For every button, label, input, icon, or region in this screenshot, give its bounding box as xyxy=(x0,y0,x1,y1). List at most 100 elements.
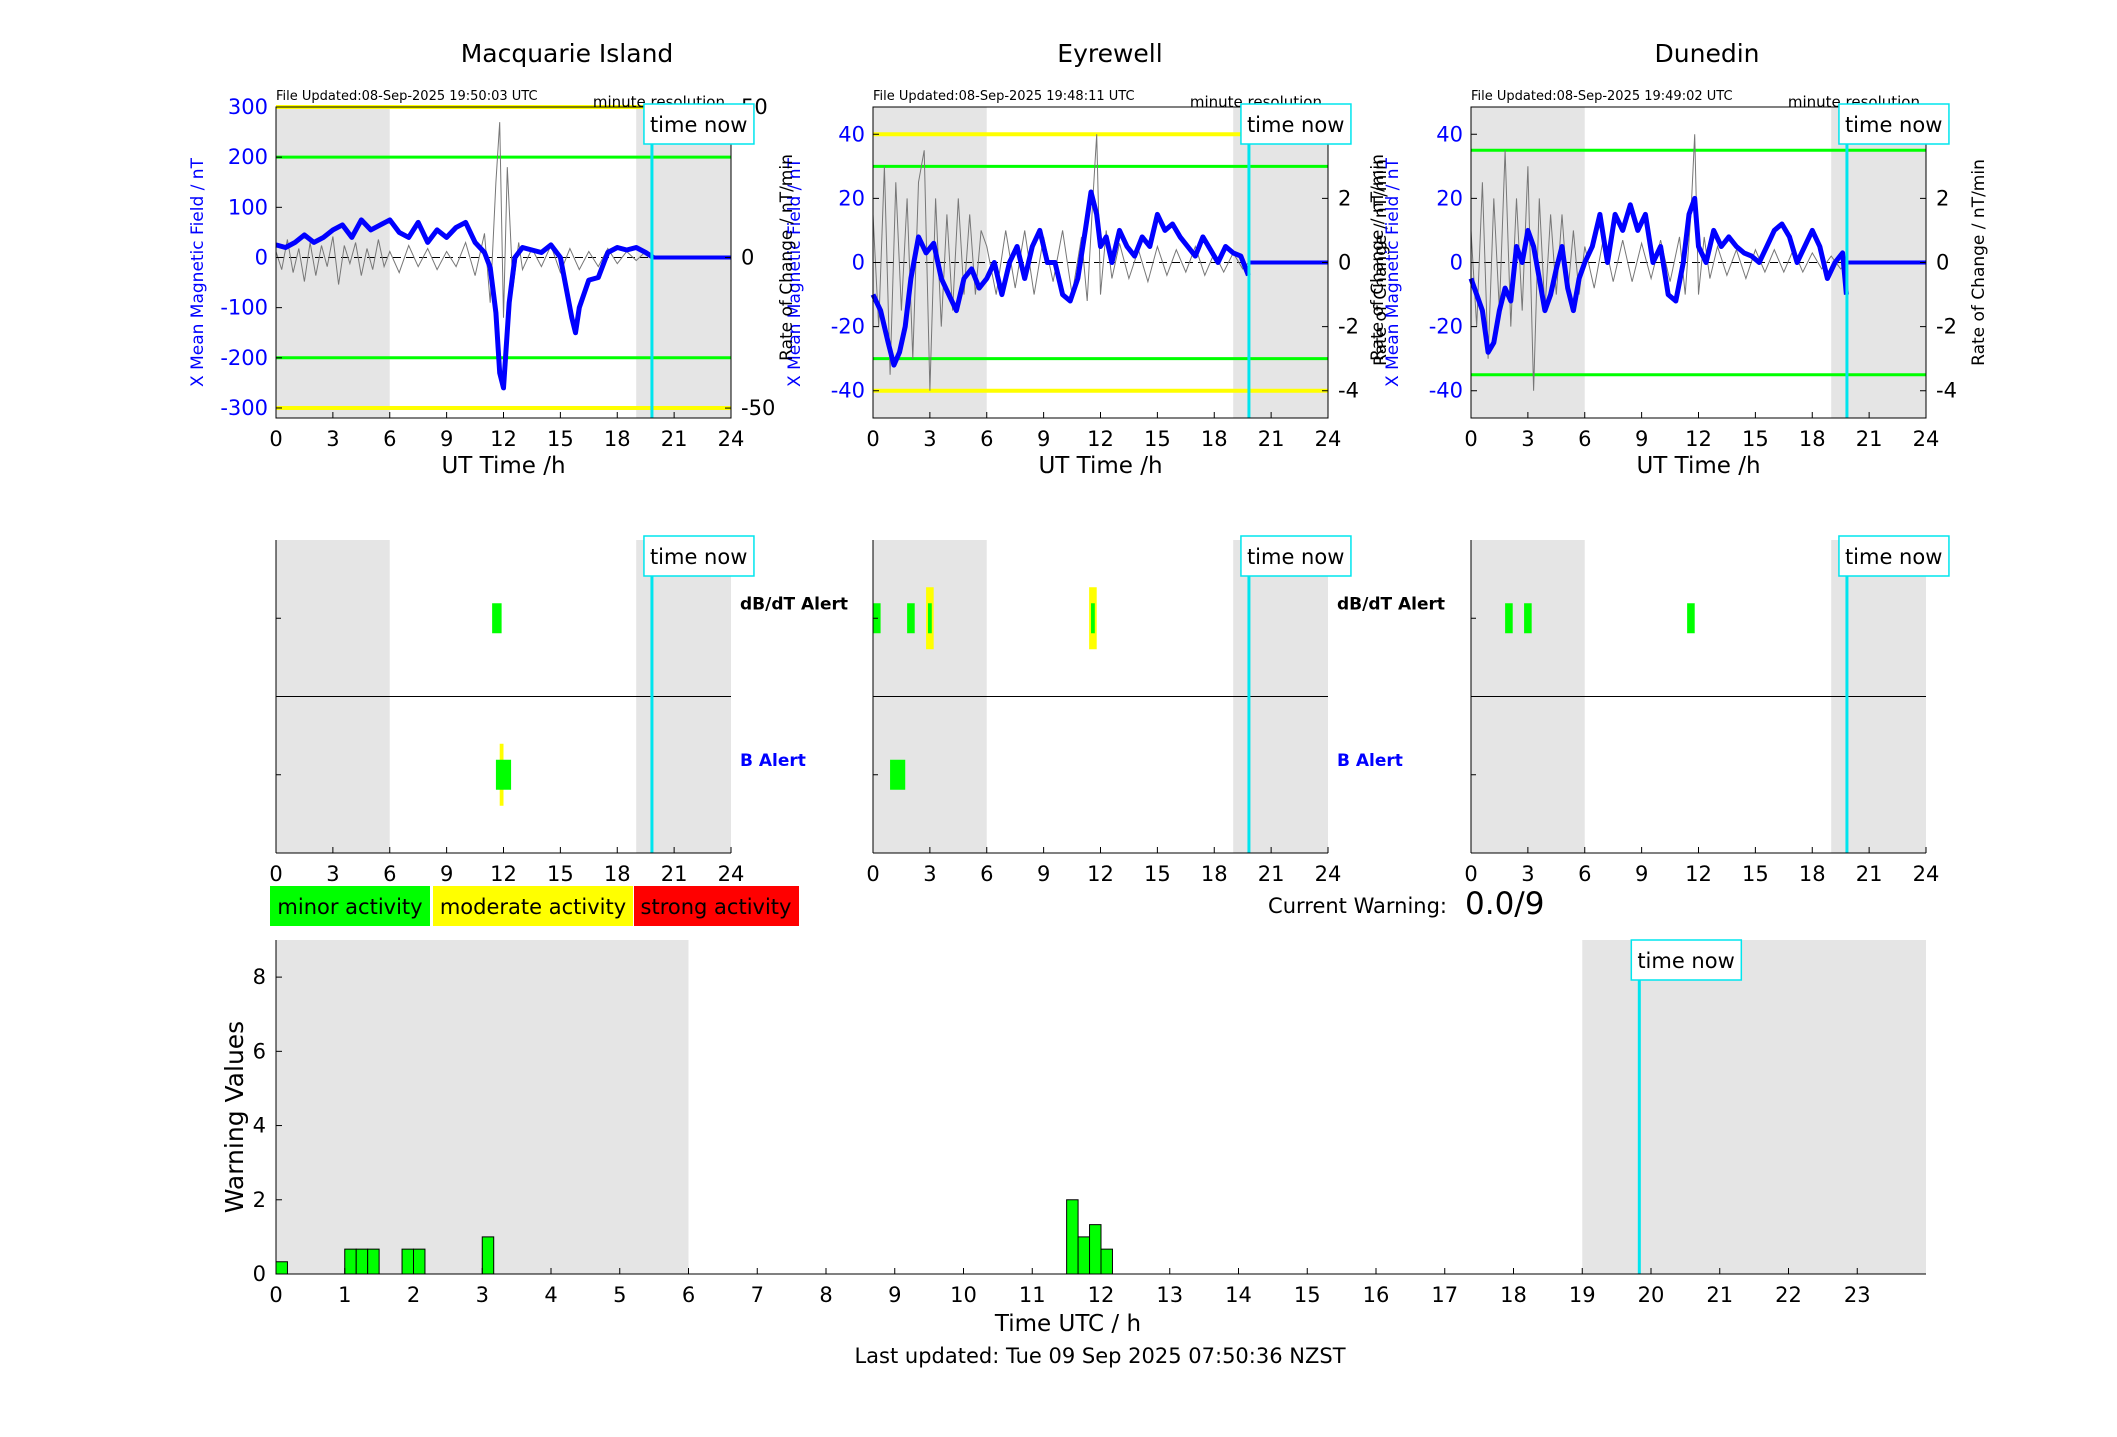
x-tick-label: 9 xyxy=(888,1283,901,1307)
current-warning-label: Current Warning: xyxy=(1268,894,1447,918)
x-tick-label: 18 xyxy=(1201,427,1228,451)
alert-plot-3: 0 3 6 9 12 15 18 21 24 time now xyxy=(1464,535,1950,886)
x-tick-label: 10 xyxy=(950,1283,977,1307)
x-tick-label: 9 xyxy=(440,427,453,451)
x-tick-label: 18 xyxy=(604,427,631,451)
y2-tick-label: 0 xyxy=(1338,251,1351,275)
y2-tick-label: -4 xyxy=(1338,379,1359,403)
x-tick-label: 6 xyxy=(383,427,396,451)
legend-moderate-swatch xyxy=(433,886,633,926)
x-tick-label: 6 xyxy=(682,1283,695,1307)
y-tick-label: 20 xyxy=(1436,186,1463,210)
field-plot-1: Macquarie Island 0 3 6 9 12 15 18 21 24 UT Time /h… xyxy=(188,39,775,479)
alert-plot-2: 0 3 6 9 12 15 18 21 24 dB/dT Alert B Alert time now xyxy=(866,535,1445,886)
y-axis-label: Warning Values xyxy=(220,1021,249,1213)
warning-bar xyxy=(344,1248,357,1275)
time-now-label: time now xyxy=(1247,113,1344,137)
time-now-box xyxy=(1838,103,1950,145)
x-tick-label: 21 xyxy=(1706,1283,1733,1307)
field-series-1 xyxy=(870,189,1251,368)
current-warning: Current Warning: 0.0/9 xyxy=(1268,886,1544,922)
y-tick-label: -20 xyxy=(1429,315,1463,339)
warning-values-plot: 0 1 2 3 4 5 6 7 8 9 10 11 12 13 14 15 16 17 18 19 20 21 22 23Ti… xyxy=(220,939,1926,1337)
footer-last-updated: Last updated: Tue 09 Sep 2025 07:50:36 N… xyxy=(854,1344,1345,1368)
x-tick-label: 2 xyxy=(407,1283,420,1307)
x-tick-label: 16 xyxy=(1363,1283,1390,1307)
x-tick-label: 15 xyxy=(547,427,574,451)
x-tick-label: 13 xyxy=(1156,1283,1183,1307)
alert-mark-minor xyxy=(927,603,932,634)
x-tick-label: 24 xyxy=(1913,427,1940,451)
x-tick-label: 4 xyxy=(544,1283,557,1307)
y-tick-label: 0 xyxy=(255,245,268,269)
x-tick-label: 6 xyxy=(1578,427,1591,451)
y-tick-label: 4 xyxy=(253,1114,266,1138)
alert-mark-minor xyxy=(1091,603,1095,634)
y2-tick-label: 0 xyxy=(741,246,754,270)
time-now-box xyxy=(1240,535,1352,577)
alert-mark-minor xyxy=(1687,603,1695,634)
x-tick-label: 18 xyxy=(1201,862,1228,886)
station-title: Macquarie Island xyxy=(461,39,674,68)
x-tick-label: 18 xyxy=(604,862,631,886)
x-tick-label: 3 xyxy=(326,427,339,451)
x-tick-label: 15 xyxy=(1144,427,1171,451)
y-axis-label: X Mean Magnetic Field / nT xyxy=(785,157,805,387)
file-updated-text: File Updated:08-Sep-2025 19:48:11 UTC xyxy=(873,89,1135,104)
field-series-1 xyxy=(1468,195,1849,355)
x-tick-label: 12 xyxy=(1685,862,1712,886)
warning-bar xyxy=(481,1236,495,1275)
alert-mark-minor xyxy=(1505,603,1513,634)
x-tick-label: 8 xyxy=(819,1283,832,1307)
x-tick-label: 18 xyxy=(1500,1283,1527,1307)
x-tick-label: 12 xyxy=(1685,427,1712,451)
current-warning-value: 0.0/9 xyxy=(1465,886,1544,922)
x-tick-label: 0 xyxy=(1464,862,1477,886)
x-tick-label: 24 xyxy=(1315,427,1342,451)
b-alert-label: B Alert xyxy=(1337,751,1403,771)
x-tick-label: 3 xyxy=(1521,427,1534,451)
x-tick-label: 24 xyxy=(718,427,745,451)
x-tick-label: 15 xyxy=(1742,862,1769,886)
station-title: Eyrewell xyxy=(1057,39,1162,68)
x-tick-label: 9 xyxy=(1037,427,1050,451)
time-now-label: time now xyxy=(1637,949,1734,973)
x-tick-label: 15 xyxy=(1742,427,1769,451)
time-now-box xyxy=(1838,535,1950,577)
x-tick-label: 3 xyxy=(923,862,936,886)
y-axis-label: X Mean Magnetic Field / nT xyxy=(1383,157,1403,387)
y2-axis-label-right: Rate of Change / nT/min xyxy=(1371,159,1391,366)
alert-mark-minor xyxy=(907,603,915,634)
legend-moderate-label: moderate activity xyxy=(440,895,626,919)
x-tick-label: 18 xyxy=(1799,862,1826,886)
warning-bar xyxy=(413,1248,426,1275)
dbdt-alert-label: dB/dT Alert xyxy=(740,594,848,614)
x-tick-label: 0 xyxy=(269,862,282,886)
y-tick-label: 6 xyxy=(253,1039,266,1063)
station-title: Dunedin xyxy=(1655,39,1760,68)
warning-bar xyxy=(367,1248,380,1275)
x-tick-label: 1 xyxy=(338,1283,351,1307)
time-now-label: time now xyxy=(1247,545,1344,569)
x-tick-label: 24 xyxy=(1315,862,1342,886)
x-tick-label: 23 xyxy=(1844,1283,1871,1307)
time-now-label: time now xyxy=(1845,113,1942,137)
x-tick-label: 22 xyxy=(1775,1283,1802,1307)
y-tick-label: 0 xyxy=(852,251,865,275)
field-series-1 xyxy=(275,217,655,391)
x-tick-label: 6 xyxy=(980,427,993,451)
night-region xyxy=(636,107,731,418)
alert-mark-minor xyxy=(492,603,502,634)
x-axis-label: Time UTC / h xyxy=(994,1311,1141,1337)
x-tick-label: 0 xyxy=(1464,427,1477,451)
x-tick-label: 9 xyxy=(1635,427,1648,451)
time-now-box xyxy=(643,103,755,145)
x-tick-label: 14 xyxy=(1225,1283,1252,1307)
x-tick-label: 5 xyxy=(613,1283,626,1307)
y-tick-label: 20 xyxy=(838,186,865,210)
x-tick-label: 20 xyxy=(1638,1283,1665,1307)
x-tick-label: 21 xyxy=(1856,427,1883,451)
x-axis-label: UT Time /h xyxy=(1636,453,1760,479)
x-tick-label: 7 xyxy=(751,1283,764,1307)
